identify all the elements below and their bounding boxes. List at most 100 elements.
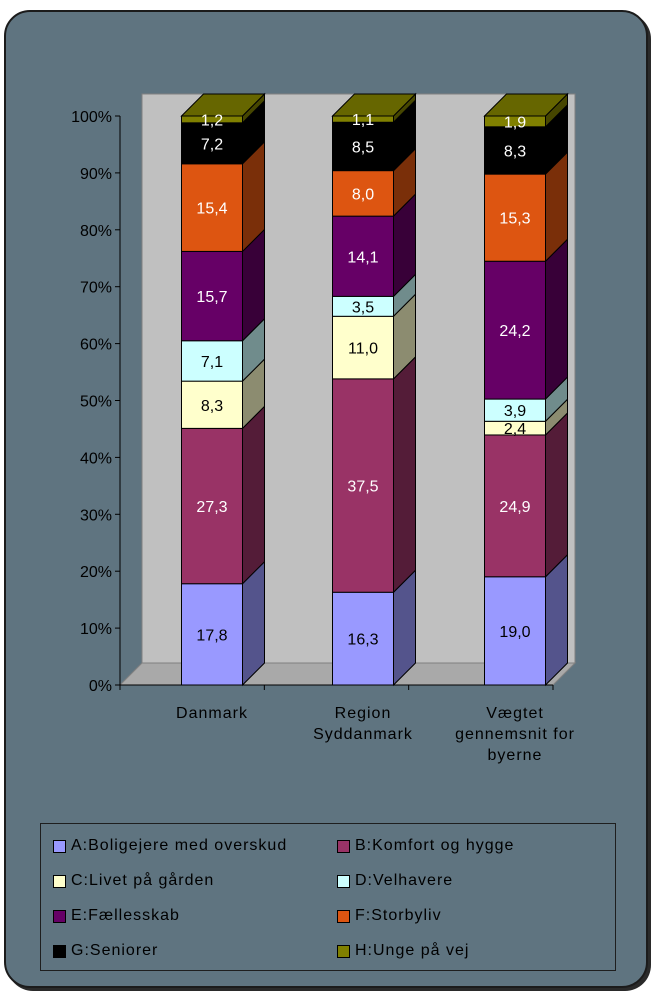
legend-swatch: [337, 874, 350, 888]
data-label: 19,0: [499, 624, 530, 641]
data-label: 11,0: [348, 341, 378, 358]
data-label: 16,3: [347, 632, 378, 649]
bar-segment-side: [545, 411, 568, 578]
bar-segment: 1,9: [483, 92, 569, 131]
bar-segment-side: [545, 238, 568, 401]
data-label: 15,4: [196, 201, 227, 218]
bar-segment-front: [181, 340, 243, 382]
legend-swatch: [337, 909, 350, 923]
legend-label: F:Storbyliv: [355, 907, 442, 924]
legend-swatch: [53, 909, 66, 923]
y-tick-label: 30%: [80, 507, 112, 524]
legend-swatch: [53, 839, 66, 853]
bar-segment: 7,1: [181, 317, 265, 383]
legend-label: H:Unge på vej: [355, 942, 470, 959]
bar-top-face: [483, 93, 569, 117]
bar-segment: 1,2: [180, 92, 266, 129]
bar-segment: 2,4: [484, 398, 568, 438]
legend-item: E:Fællesskab: [53, 905, 180, 927]
bar-segment: 15,7: [181, 228, 265, 342]
bar-segment: 3,5: [332, 273, 416, 318]
legend-label: E:Fællesskab: [71, 907, 180, 924]
data-label: 8,3: [201, 398, 223, 415]
bar-segment-front: [181, 163, 243, 252]
bar-segment-side: [242, 405, 265, 585]
bar-segment: 17,8: [181, 560, 265, 687]
data-label: 1,2: [201, 112, 223, 129]
data-label: 1,9: [504, 114, 526, 131]
bar-segment: 24,9: [484, 411, 568, 578]
bar-segment-front: [484, 576, 546, 686]
bar-segment-front: [332, 170, 394, 217]
bar-segment-side: [393, 355, 416, 594]
bar-segment-front: [484, 434, 546, 578]
y-tick-label: 0%: [89, 678, 112, 695]
y-tick-label: 10%: [80, 621, 112, 638]
legend-label: C:Livet på gården: [71, 872, 215, 889]
bar-segment: 15,4: [181, 140, 265, 253]
x-category-label: Danmark: [176, 705, 248, 722]
legend-item: D:Velhavere: [337, 870, 453, 892]
legend-item: H:Unge på vej: [337, 940, 469, 962]
legend-label: G:Seniorer: [71, 942, 159, 959]
data-label: 15,3: [499, 211, 530, 228]
bar-segment: 14,1: [332, 192, 416, 298]
bar-segment-front: [332, 378, 394, 593]
data-label: 24,2: [499, 323, 530, 340]
legend-label: D:Velhavere: [355, 872, 454, 889]
bar-segment-front: [332, 121, 394, 172]
legend-label: B:Komfort og hygge: [355, 837, 515, 854]
data-label: 8,5: [352, 139, 374, 156]
bar-segment: 27,3: [181, 405, 265, 585]
bar-segment: 8,5: [332, 99, 416, 172]
legend-item: F:Storbyliv: [337, 905, 442, 927]
bar-top-face: [331, 93, 417, 117]
data-label: 8,0: [352, 186, 374, 203]
data-label: 14,1: [347, 249, 378, 266]
y-tick-label: 40%: [80, 450, 112, 467]
y-tick-label: 70%: [80, 280, 112, 297]
x-category-label: Region Syddanmark: [313, 705, 413, 743]
bar-segment-front: [332, 591, 394, 686]
bar-segment-front: [332, 215, 394, 297]
data-label: 8,3: [504, 143, 526, 160]
bar-segment-front: [484, 260, 546, 400]
legend-swatch: [337, 839, 350, 853]
x-category-label: Vægtet gennemsnit for byerne: [455, 705, 575, 764]
y-tick-label: 50%: [80, 394, 112, 411]
data-label: 17,8: [196, 627, 227, 644]
legend-swatch: [53, 944, 66, 958]
data-label: 27,3: [196, 499, 227, 516]
data-label: 24,9: [499, 499, 530, 516]
bar-segment: 1,1: [331, 92, 417, 129]
y-tick-label: 90%: [80, 166, 112, 183]
legend-item: G:Seniorer: [53, 940, 158, 962]
legend-item: C:Livet på gården: [53, 870, 214, 892]
bar-segment-front: [181, 427, 243, 585]
data-label: 1,1: [352, 112, 374, 129]
data-label: 7,2: [201, 136, 223, 153]
bar-segment: 16,3: [332, 569, 416, 687]
data-label: 7,1: [201, 354, 223, 371]
bar-segment-front: [181, 380, 243, 429]
bar-segment-front: [181, 250, 243, 342]
bar-top-face: [180, 93, 266, 117]
legend-label: A:Boligejere med overskud: [71, 837, 288, 854]
y-tick-label: 20%: [80, 564, 112, 581]
bar-segment: 7,2: [181, 99, 265, 166]
bar-segment-front: [181, 583, 243, 686]
bar-segment: 24,2: [484, 238, 568, 401]
y-tick-label: 80%: [80, 223, 112, 240]
bar-segment-front: [332, 315, 394, 380]
legend-item: B:Komfort og hygge: [337, 835, 514, 857]
bar-segment-front: [181, 122, 243, 165]
bar-segment-front: [484, 173, 546, 262]
y-tick-label: 60%: [80, 337, 112, 354]
legend-swatch: [53, 874, 66, 888]
y-tick-label: 100%: [71, 109, 112, 126]
data-label: 2,4: [504, 421, 526, 438]
legend-swatch: [337, 944, 350, 958]
legend-item: A:Boligejere med overskud: [53, 835, 287, 857]
data-label: 3,5: [352, 299, 374, 316]
